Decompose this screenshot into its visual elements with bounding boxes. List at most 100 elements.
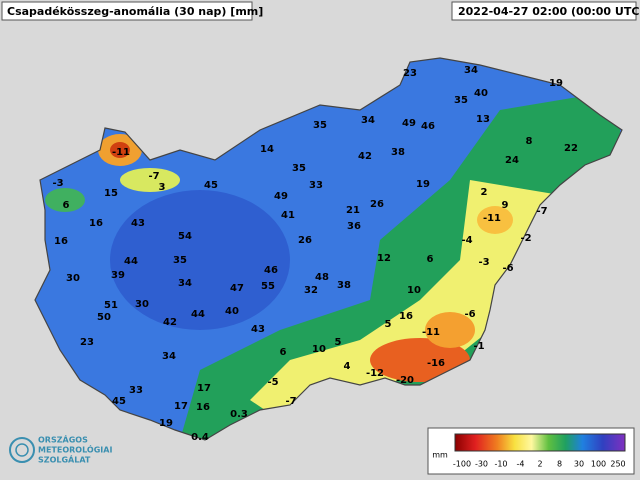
logo-icon	[9, 437, 35, 463]
station-value: 2	[481, 187, 488, 198]
station-value: 12	[377, 253, 391, 264]
station-value: 15	[104, 188, 118, 199]
legend-labels: -100 -30 -10 -4 2 8 30 100 250	[453, 460, 626, 469]
station-value: 33	[309, 180, 323, 191]
station-value: 46	[421, 121, 435, 132]
station-value: 35	[292, 163, 306, 174]
station-value: 30	[66, 273, 80, 284]
station-value: 54	[178, 231, 192, 242]
logo-icon	[15, 443, 29, 457]
station-value: 51	[104, 300, 118, 311]
station-value: 4	[344, 361, 351, 372]
station-value: -3	[478, 257, 489, 268]
station-value: 23	[80, 337, 94, 348]
station-value: 16	[196, 402, 210, 413]
station-value: 35	[313, 120, 327, 131]
station-value: 34	[361, 115, 375, 126]
station-value: 40	[474, 88, 488, 99]
station-value: 10	[407, 285, 421, 296]
station-value: -7	[148, 171, 159, 182]
station-value: 26	[370, 199, 384, 210]
legend-label: 30	[574, 460, 584, 469]
station-value: 8	[526, 136, 533, 147]
legend-label: -30	[475, 460, 488, 469]
legend-label: -100	[453, 460, 471, 469]
station-value: -11	[112, 147, 130, 158]
station-value: 0.3	[230, 409, 248, 420]
station-value: 30	[135, 299, 149, 310]
station-value: 49	[274, 191, 288, 202]
station-value: -12	[366, 368, 384, 379]
station-value: 49	[402, 118, 416, 129]
station-value: 0.4	[191, 432, 209, 443]
station-value: 6	[427, 254, 434, 265]
station-value: -20	[396, 375, 414, 386]
timestamp: 2022-04-27 02:00 (00:00 UTC)	[458, 5, 640, 18]
station-value: -1	[473, 341, 484, 352]
time-box	[451, 1, 637, 21]
station-value: -11	[483, 213, 501, 224]
station-value: 38	[337, 280, 351, 291]
station-value: 16	[54, 236, 68, 247]
station-value: 17	[174, 401, 188, 412]
title-box	[1, 1, 253, 21]
station-value: 36	[347, 221, 361, 232]
station-value: 22	[564, 143, 578, 154]
station-value: 26	[298, 235, 312, 246]
station-value: 6	[280, 347, 287, 358]
station-value: 24	[505, 155, 519, 166]
station-value: 5	[335, 337, 342, 348]
station-value: 3	[159, 182, 166, 193]
colorbar	[454, 433, 626, 452]
station-value: 6	[63, 200, 70, 211]
logo-text: METEOROLÓGIAI	[38, 444, 112, 455]
station-value: 34	[178, 278, 192, 289]
legend-label: 2	[537, 460, 542, 469]
station-value: 50	[97, 312, 111, 323]
legend-label: 250	[610, 460, 625, 469]
station-value: 16	[89, 218, 103, 229]
station-value: -2	[520, 233, 531, 244]
station-value: -7	[536, 206, 547, 217]
station-value: 10	[312, 344, 326, 355]
station-value: -6	[502, 263, 513, 274]
legend-label: -4	[517, 460, 525, 469]
station-value: 21	[346, 205, 360, 216]
station-value: -6	[464, 309, 475, 320]
station-value: 40	[225, 306, 239, 317]
logo-text: ORSZÁGOS	[38, 434, 88, 445]
station-value: 9	[502, 200, 509, 211]
legend-label: 100	[591, 460, 606, 469]
station-value: 19	[159, 418, 173, 429]
title: Csapadékösszeg-anomália (30 nap) [mm]	[7, 5, 263, 18]
station-value: 17	[197, 383, 211, 394]
station-value: 45	[112, 396, 126, 407]
legend-label: 8	[557, 460, 562, 469]
station-value: 48	[315, 272, 329, 283]
station-value: 35	[454, 95, 468, 106]
station-value: 42	[163, 317, 177, 328]
station-value: 47	[230, 283, 244, 294]
station-value: 33	[129, 385, 143, 396]
station-value: 13	[476, 114, 490, 125]
station-value: 39	[111, 270, 125, 281]
station-value: 5	[385, 319, 392, 330]
station-value: -11	[422, 327, 440, 338]
legend-unit: mm	[432, 451, 448, 460]
station-value: 41	[281, 210, 295, 221]
station-value: 16	[399, 311, 413, 322]
station-value: 23	[403, 68, 417, 79]
station-value: 43	[131, 218, 145, 229]
station-value: 43	[251, 324, 265, 335]
station-value: -5	[267, 377, 278, 388]
station-value: 55	[261, 281, 275, 292]
station-value: 14	[260, 144, 274, 155]
station-value: -4	[461, 235, 472, 246]
station-value: 35	[173, 255, 187, 266]
station-value: 44	[191, 309, 205, 320]
station-value: 44	[124, 256, 138, 267]
